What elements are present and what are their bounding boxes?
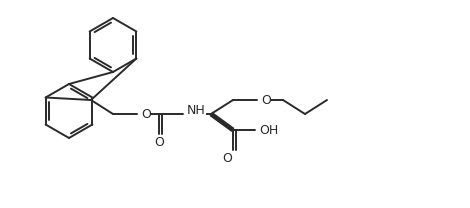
Text: O: O (141, 108, 151, 120)
Text: NH: NH (187, 104, 206, 118)
Text: O: O (222, 152, 232, 166)
Text: O: O (154, 135, 164, 149)
Text: OH: OH (259, 124, 278, 136)
Text: O: O (261, 94, 271, 106)
